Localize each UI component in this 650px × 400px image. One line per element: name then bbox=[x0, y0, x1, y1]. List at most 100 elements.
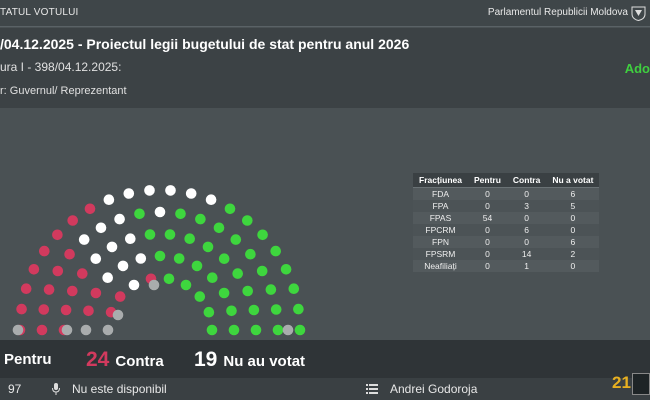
table-cell: 0 bbox=[468, 248, 507, 260]
timer-box bbox=[632, 373, 650, 395]
table-header: Fracțiunea bbox=[413, 173, 468, 188]
seat bbox=[106, 241, 118, 253]
seat bbox=[144, 185, 155, 196]
table-cell: FPN bbox=[413, 236, 468, 248]
seat bbox=[83, 305, 94, 317]
seat bbox=[77, 268, 88, 279]
parliament-name: Parlamentul Republicii Moldova bbox=[487, 7, 628, 18]
contra-label: Contra bbox=[115, 353, 164, 370]
seat bbox=[148, 279, 160, 291]
vote-header: /04.12.2025 - Proiectul legii bugetului … bbox=[0, 28, 650, 108]
seat bbox=[230, 234, 242, 245]
seat bbox=[123, 188, 135, 199]
contra-count: 24 Contra bbox=[86, 348, 164, 372]
table-cell: 0 bbox=[468, 260, 507, 272]
seat bbox=[103, 194, 115, 205]
table-cell: Neafiliați bbox=[413, 260, 468, 272]
mic-status: Nu este disponibil bbox=[72, 382, 167, 396]
seat bbox=[64, 248, 75, 260]
microphone-icon bbox=[52, 383, 60, 395]
table-cell: 0 bbox=[506, 236, 547, 248]
seat bbox=[294, 324, 306, 336]
seat bbox=[12, 324, 24, 336]
table-cell: 0 bbox=[468, 224, 507, 236]
table-header: Nu a votat bbox=[546, 173, 600, 188]
seat bbox=[112, 309, 124, 321]
table-row: FPAS 54 0 0 bbox=[413, 212, 600, 224]
seat bbox=[270, 304, 282, 315]
adopted-status: Ado bbox=[624, 61, 650, 76]
seat bbox=[282, 324, 294, 336]
seat bbox=[67, 215, 78, 226]
table-row: FPN 0 0 6 bbox=[413, 236, 600, 248]
table-header: Pentru bbox=[468, 173, 507, 188]
seat bbox=[245, 248, 256, 260]
list-icon bbox=[366, 384, 378, 394]
seat bbox=[39, 245, 50, 257]
table-header: Contra bbox=[506, 173, 547, 188]
seat bbox=[205, 194, 217, 205]
pentru-label: Pentru bbox=[4, 351, 52, 368]
bill-author: r: Guvernul/ Reprezentant bbox=[0, 85, 127, 97]
seat bbox=[207, 272, 218, 283]
speaker-name: Andrei Godoroja bbox=[390, 382, 478, 396]
seat bbox=[144, 229, 156, 240]
seat bbox=[102, 324, 114, 336]
table-cell: 0 bbox=[468, 236, 507, 248]
table-row: FPCRM 0 6 0 bbox=[413, 224, 600, 236]
seat bbox=[265, 284, 277, 295]
coat-of-arms-icon bbox=[631, 6, 646, 21]
seat bbox=[164, 229, 176, 240]
bill-title: /04.12.2025 - Proiectul legii bugetului … bbox=[0, 36, 410, 52]
seat bbox=[173, 253, 185, 264]
table-cell: FPSRM bbox=[413, 248, 468, 260]
seat bbox=[154, 206, 166, 218]
table-cell: 6 bbox=[546, 187, 600, 200]
table-cell: 0 bbox=[468, 200, 507, 212]
seat bbox=[114, 213, 125, 225]
seat bbox=[165, 185, 176, 196]
seat bbox=[191, 260, 203, 272]
seat bbox=[117, 260, 129, 272]
seat bbox=[232, 268, 243, 279]
table-row: Neafiliați 0 1 0 bbox=[413, 260, 600, 272]
seat bbox=[154, 250, 166, 262]
seat bbox=[67, 285, 78, 297]
seat bbox=[52, 229, 63, 241]
table-cell: 14 bbox=[506, 248, 547, 260]
table-cell: FPAS bbox=[413, 212, 468, 224]
seat bbox=[194, 291, 206, 302]
seat bbox=[90, 253, 102, 264]
timer: 21 bbox=[612, 373, 631, 392]
table-cell: 3 bbox=[506, 200, 547, 212]
footer-bar: 97 Nu este disponibil Andrei Godoroja bbox=[0, 378, 650, 400]
table-cell: 54 bbox=[468, 212, 507, 224]
seat bbox=[84, 203, 96, 215]
seat bbox=[135, 253, 147, 264]
parliament-seat-chart bbox=[12, 185, 306, 336]
table-cell: 0 bbox=[546, 212, 600, 224]
table-cell: 6 bbox=[506, 224, 547, 236]
table-cell: 6 bbox=[546, 236, 600, 248]
table-cell: FPCRM bbox=[413, 224, 468, 236]
seat bbox=[60, 304, 72, 316]
seat bbox=[206, 324, 218, 336]
present-count: 97 bbox=[8, 382, 22, 396]
reading-info: ura I - 398/04.12.2025: bbox=[0, 60, 122, 74]
table-cell: 5 bbox=[546, 200, 600, 212]
table-cell: 0 bbox=[546, 260, 600, 272]
seat bbox=[257, 229, 268, 241]
table-cell: 0 bbox=[506, 212, 547, 224]
seat bbox=[114, 291, 126, 302]
seat bbox=[224, 203, 236, 215]
seat bbox=[90, 287, 102, 299]
screen-title: TATUL VOTULUI bbox=[0, 7, 79, 18]
seat bbox=[184, 233, 195, 244]
seat bbox=[228, 324, 240, 336]
seat bbox=[185, 188, 197, 199]
seat bbox=[134, 208, 145, 220]
table-cell: FDA bbox=[413, 187, 468, 200]
seat bbox=[20, 283, 32, 294]
seat bbox=[202, 241, 214, 253]
seat bbox=[163, 273, 175, 285]
